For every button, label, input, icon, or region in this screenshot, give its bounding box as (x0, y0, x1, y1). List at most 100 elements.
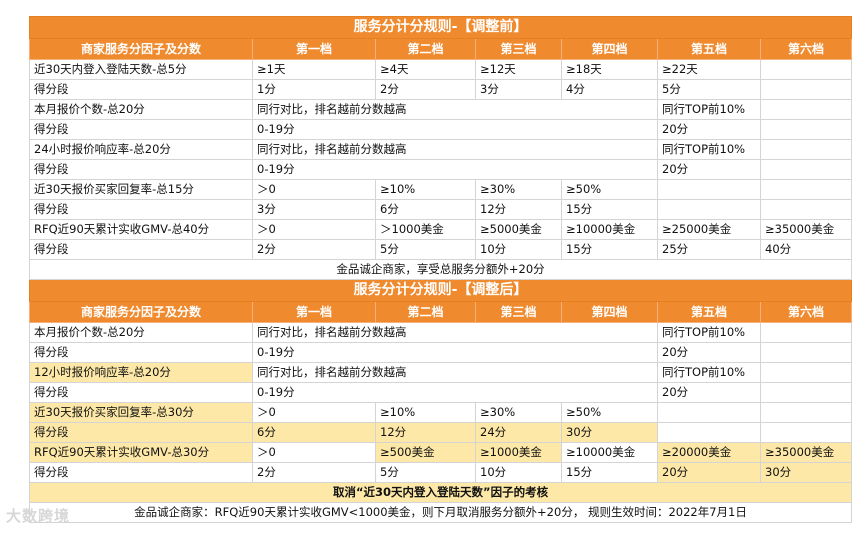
tier-cell: 同行对比，排名越前分数越高 (252, 139, 658, 160)
tier-cell: 20分 (657, 462, 761, 483)
factor-cell: 12小时报价响应率-总20分 (29, 362, 253, 383)
tier-cell: 0-19分 (252, 342, 658, 363)
factor-cell: 得分段 (29, 239, 253, 260)
tier-cell: 12分 (375, 422, 476, 443)
tier-cell: ≥30% (475, 402, 562, 423)
tier-cell: 同行TOP前10% (657, 139, 761, 160)
cancel-note: 取消“近30天内登入登陆天数”因子的考核 (28, 482, 853, 503)
tier-cell: ≥10000美金 (561, 442, 658, 463)
column-header: 第六档 (759, 38, 853, 60)
tier-cell: ＞0 (252, 179, 376, 200)
footnote-row: 金品诚企商家，享受总服务分额外+20分 (28, 259, 853, 280)
tier-cell: 6分 (252, 422, 376, 443)
factor-cell: 得分段 (29, 382, 253, 403)
tier-cell: 20分 (657, 119, 761, 140)
tier-cell: ≥22天 (657, 59, 761, 80)
tier-cell: ≥10% (375, 402, 476, 423)
tier-cell (759, 342, 853, 363)
tier-cell: ≥1天 (252, 59, 376, 80)
tier-cell: 2分 (252, 239, 376, 260)
table-row: 得分段 0-19分 20分 (29, 342, 853, 363)
table-row: 近30天报价买家回复率-总15分 ＞0 ≥10% ≥30% ≥50% (29, 179, 853, 200)
tier-cell (657, 199, 761, 220)
tier-cell (759, 422, 853, 443)
effective-note-row: 金品诚企商家：RFQ近90天累计实收GMV<1000美金，则下月取消服务分额外+… (28, 502, 853, 523)
tier-cell: 2分 (375, 79, 476, 100)
tier-cell: 0-19分 (252, 382, 658, 403)
tier-cell (759, 159, 853, 180)
tier-cell: 6分 (375, 199, 476, 220)
tier-cell: ≥12天 (475, 59, 562, 80)
column-header: 第一档 (252, 301, 376, 323)
factor-cell: 得分段 (29, 199, 253, 220)
factor-cell: 得分段 (29, 119, 253, 140)
table-row: 得分段 6分 12分 24分 30分 (29, 422, 853, 443)
tier-cell (759, 402, 853, 423)
table-row: 本月报价个数-总20分 同行对比，排名越前分数越高 同行TOP前10% (29, 99, 853, 120)
tier-cell (759, 179, 853, 200)
column-header: 第五档 (657, 38, 761, 60)
tier-cell: ＞0 (252, 219, 376, 240)
table-row: 得分段 1分 2分 3分 4分 5分 (29, 79, 853, 100)
header-row: 商家服务分因子及分数 第一档 第二档 第三档 第四档 第五档 第六档 (29, 301, 853, 323)
tier-cell: 24分 (475, 422, 562, 443)
tier-cell: 30分 (561, 422, 658, 443)
column-header: 第四档 (561, 38, 658, 60)
tier-cell: 5分 (657, 79, 761, 100)
tier-cell (759, 79, 853, 100)
table-row: 得分段 0-19分 20分 (29, 119, 853, 140)
tier-cell (759, 139, 853, 160)
cancel-note-row: 取消“近30天内登入登陆天数”因子的考核 (28, 482, 853, 503)
tier-cell: 同行TOP前10% (657, 362, 761, 383)
tier-cell: 15分 (561, 462, 658, 483)
table-row: 近30天内登入登陆天数-总5分 ≥1天 ≥4天 ≥12天 ≥18天 ≥22天 (29, 59, 853, 80)
tier-cell: ＞0 (252, 402, 376, 423)
tier-cell: 20分 (657, 342, 761, 363)
tier-cell: 0-19分 (252, 159, 658, 180)
tier-cell (759, 322, 853, 343)
tier-cell: 同行对比，排名越前分数越高 (252, 322, 658, 343)
tier-cell (759, 382, 853, 403)
table-before-title: 服务分计分规则-【调整前】 (28, 16, 853, 39)
rules-table: 服务分计分规则-【调整前】 商家服务分因子及分数 第一档 第二档 第三档 第四档 第五档第… (28, 16, 853, 523)
table-row: 近30天报价买家回复率-总30分 ＞0 ≥10% ≥30% ≥50% (29, 402, 853, 423)
tier-cell: 同行TOP前10% (657, 322, 761, 343)
tier-cell: 5分 (375, 239, 476, 260)
tier-cell: 同行对比，排名越前分数越高 (252, 99, 658, 120)
tier-cell (759, 59, 853, 80)
tier-cell (759, 199, 853, 220)
tier-cell: ≥5000美金 (475, 219, 562, 240)
table-row: 得分段 3分 6分 12分 15分 (29, 199, 853, 220)
tier-cell: ≥35000美金 (759, 219, 853, 240)
table-after: 服务分计分规则-【调整后】 商家服务分因子及分数 第一档 第二档 第三档 第四档 第五档第… (28, 279, 853, 523)
table-row: 12小时报价响应率-总20分 同行对比，排名越前分数越高 同行TOP前10% (29, 362, 853, 383)
tier-cell: ＞1000美金 (375, 219, 476, 240)
table-row: 得分段 0-19分 20分 (29, 382, 853, 403)
tier-cell (657, 402, 761, 423)
column-header: 商家服务分因子及分数 (29, 38, 253, 60)
tier-cell: ＞0 (252, 442, 376, 463)
factor-cell: 得分段 (29, 422, 253, 443)
tier-cell: ≥10000美金 (561, 219, 658, 240)
table-row: 得分段 2分 5分 10分 15分 25分 40分 (29, 239, 853, 260)
factor-cell: 得分段 (29, 79, 253, 100)
tier-cell: 20分 (657, 159, 761, 180)
factor-cell: RFQ近90天累计实收GMV-总30分 (29, 442, 253, 463)
factor-cell: RFQ近90天累计实收GMV-总40分 (29, 219, 253, 240)
effective-note: 金品诚企商家：RFQ近90天累计实收GMV<1000美金，则下月取消服务分额外+… (28, 502, 853, 523)
tier-cell: 4分 (561, 79, 658, 100)
factor-cell: 得分段 (29, 342, 253, 363)
factor-cell: 近30天报价买家回复率-总15分 (29, 179, 253, 200)
tier-cell: 25分 (657, 239, 761, 260)
factor-cell: 本月报价个数-总20分 (29, 322, 253, 343)
tier-cell: ≥20000美金 (657, 442, 761, 463)
tier-cell (657, 179, 761, 200)
tier-cell: 3分 (475, 79, 562, 100)
column-header: 第六档 (759, 301, 853, 323)
factor-cell: 24小时报价响应率-总20分 (29, 139, 253, 160)
tier-cell: ≥1000美金 (475, 442, 562, 463)
column-header: 第二档 (375, 38, 476, 60)
tier-cell: ≥500美金 (375, 442, 476, 463)
tier-cell (759, 99, 853, 120)
tier-cell: ≥10% (375, 179, 476, 200)
